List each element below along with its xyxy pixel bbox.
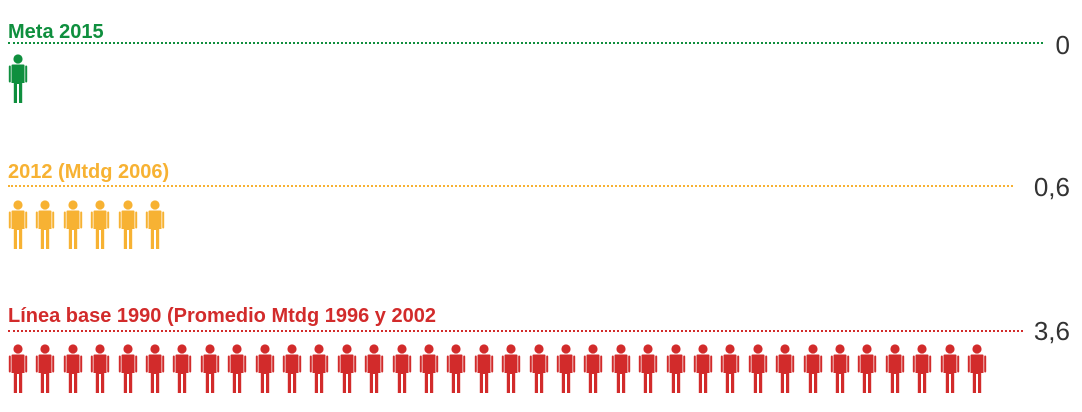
person-icon: [501, 344, 521, 393]
row-label: 2012 (Mtdg 2006): [8, 161, 170, 183]
dotted-guide-line: [8, 185, 1013, 187]
person-icon: [721, 344, 740, 393]
row-value: 3,6: [1033, 316, 1070, 346]
person-icon: [419, 344, 439, 393]
person-icon: [200, 344, 219, 393]
person-icon: [666, 344, 685, 393]
person-icon: [638, 344, 658, 393]
person-icon: [36, 200, 55, 249]
row-label: Meta 2015: [8, 21, 104, 43]
person-icon: [8, 200, 28, 249]
person-icon: [8, 54, 28, 103]
person-icon: [36, 344, 55, 393]
dotted-guide-line: [8, 330, 1023, 332]
dotted-guide-line: [8, 42, 1043, 44]
person-icon: [145, 344, 165, 393]
person-icon: [227, 344, 247, 393]
person-icon: [173, 344, 192, 393]
person-icon: [447, 344, 466, 393]
person-icon: [803, 344, 822, 393]
person-icon: [337, 344, 356, 393]
person-icon: [63, 200, 82, 249]
person-icon: [145, 200, 165, 249]
person-icon: [364, 344, 384, 393]
person-icon: [118, 200, 137, 249]
row-value: 0: [1055, 30, 1070, 60]
person-icon: [885, 344, 904, 393]
person-icon: [474, 344, 493, 393]
person-icon: [967, 344, 987, 393]
row-label: Línea base 1990 (Promedio Mtdg 1996 y 20…: [8, 305, 436, 327]
person-icon: [556, 344, 576, 393]
person-icon: [8, 344, 28, 393]
row-value: 0,6: [1033, 172, 1070, 202]
person-icon: [118, 344, 137, 393]
person-icon: [693, 344, 713, 393]
person-icon: [255, 344, 274, 393]
person-icon: [830, 344, 850, 393]
person-icon: [529, 344, 548, 393]
person-icon: [584, 344, 603, 393]
person-icon: [858, 344, 877, 393]
person-icon: [90, 200, 110, 249]
person-icon: [940, 344, 959, 393]
person-icon: [748, 344, 767, 393]
person-icon: [310, 344, 329, 393]
person-icon: [611, 344, 630, 393]
person-icon: [90, 344, 110, 393]
person-icon: [912, 344, 932, 393]
person-icon: [282, 344, 302, 393]
person-icon: [63, 344, 82, 393]
person-icon: [392, 344, 411, 393]
person-icon: [775, 344, 795, 393]
